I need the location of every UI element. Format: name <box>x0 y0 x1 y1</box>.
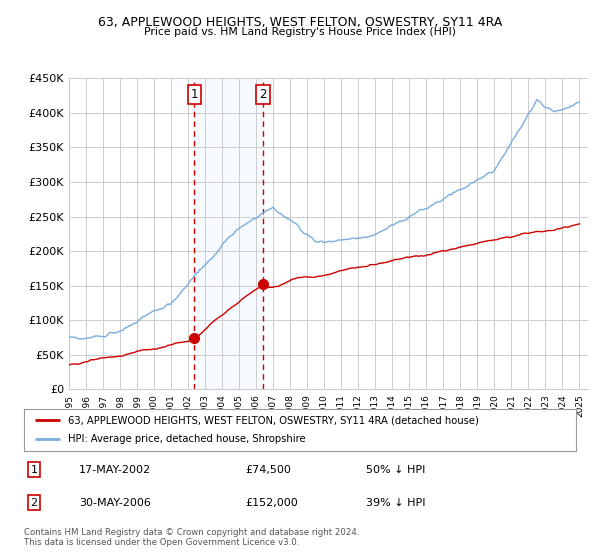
Text: 17-MAY-2002: 17-MAY-2002 <box>79 465 151 475</box>
Text: This data is licensed under the Open Government Licence v3.0.: This data is licensed under the Open Gov… <box>24 538 299 547</box>
Text: Contains HM Land Registry data © Crown copyright and database right 2024.: Contains HM Land Registry data © Crown c… <box>24 528 359 536</box>
Text: 30-MAY-2006: 30-MAY-2006 <box>79 498 151 507</box>
Text: 1: 1 <box>191 88 198 101</box>
Bar <box>194 78 263 389</box>
Text: 39% ↓ HPI: 39% ↓ HPI <box>366 498 426 507</box>
Text: HPI: Average price, detached house, Shropshire: HPI: Average price, detached house, Shro… <box>68 435 306 445</box>
Text: 63, APPLEWOOD HEIGHTS, WEST FELTON, OSWESTRY, SY11 4RA: 63, APPLEWOOD HEIGHTS, WEST FELTON, OSWE… <box>98 16 502 29</box>
Text: 50% ↓ HPI: 50% ↓ HPI <box>366 465 425 475</box>
Text: £74,500: £74,500 <box>245 465 290 475</box>
Text: 2: 2 <box>31 498 37 507</box>
Text: 63, APPLEWOOD HEIGHTS, WEST FELTON, OSWESTRY, SY11 4RA (detached house): 63, APPLEWOOD HEIGHTS, WEST FELTON, OSWE… <box>68 415 479 425</box>
Text: 1: 1 <box>31 465 37 475</box>
Text: 2: 2 <box>259 88 267 101</box>
Text: £152,000: £152,000 <box>245 498 298 507</box>
Text: Price paid vs. HM Land Registry's House Price Index (HPI): Price paid vs. HM Land Registry's House … <box>144 27 456 37</box>
